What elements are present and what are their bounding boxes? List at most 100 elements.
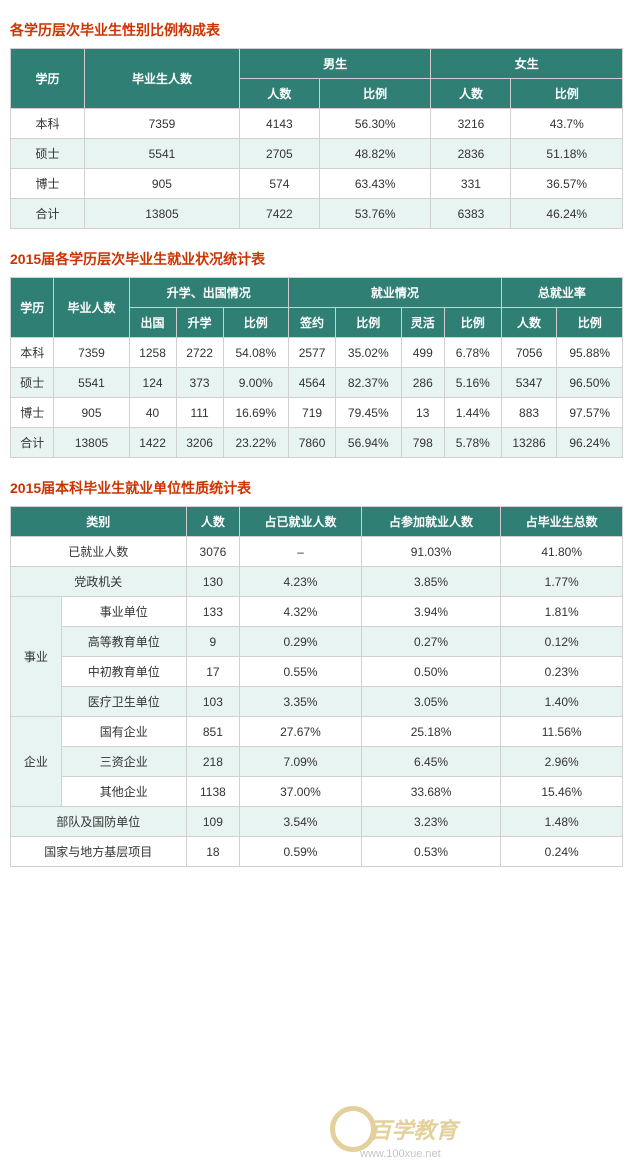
t1-h-m-pct: 比例 <box>319 79 430 109</box>
table-cell: 合计 <box>11 428 54 458</box>
table-cell: 36.57% <box>511 169 623 199</box>
group-cell: 企业 <box>11 717 62 807</box>
table-cell: 2.96% <box>501 747 623 777</box>
table-cell: 6.45% <box>361 747 501 777</box>
table2-title: 2015届各学历层次毕业生就业状况统计表 <box>10 249 623 269</box>
table-cell: 23.22% <box>223 428 288 458</box>
table-cell: 56.94% <box>336 428 401 458</box>
table-cell: 3.23% <box>361 807 501 837</box>
t2-h-study: 升学、出国情况 <box>129 278 288 308</box>
label-cell: 其他企业 <box>61 777 186 807</box>
t1-h-count: 毕业生人数 <box>85 49 240 109</box>
table-cell: 合计 <box>11 199 85 229</box>
t2-h-total: 总就业率 <box>501 278 622 308</box>
table-cell: 82.37% <box>336 368 401 398</box>
watermark-logo: 百学教育 www.100xue.net <box>330 1106 457 1160</box>
table-cell: 37.00% <box>240 777 362 807</box>
table-cell: 3.94% <box>361 597 501 627</box>
table-cell: 5541 <box>85 139 240 169</box>
table-cell: 373 <box>176 368 223 398</box>
t2-h-job: 就业情况 <box>289 278 502 308</box>
table-row: 党政机关1304.23%3.85%1.77% <box>11 567 623 597</box>
table-cell: 1.77% <box>501 567 623 597</box>
table-cell: 15.46% <box>501 777 623 807</box>
table-row: 博士90557463.43%33136.57% <box>11 169 623 199</box>
label-cell: 部队及国防单位 <box>11 807 187 837</box>
watermark-text: 百学教育 <box>369 1113 457 1145</box>
table-cell: 35.02% <box>336 338 401 368</box>
table-cell: 本科 <box>11 338 54 368</box>
table-row: 高等教育单位90.29%0.27%0.12% <box>11 627 623 657</box>
t2-h-pct2: 比例 <box>336 308 401 338</box>
table-cell: 111 <box>176 398 223 428</box>
table-cell: 56.30% <box>319 109 430 139</box>
table-cell: 883 <box>501 398 557 428</box>
table-row: 中初教育单位170.55%0.50%0.23% <box>11 657 623 687</box>
table-cell: 7056 <box>501 338 557 368</box>
table-row: 合计138051422320623.22%786056.94%7985.78%1… <box>11 428 623 458</box>
logo-circle-icon <box>330 1106 376 1152</box>
table-cell: 3.35% <box>240 687 362 717</box>
table-cell: 4564 <box>289 368 336 398</box>
table-cell: 硕士 <box>11 139 85 169</box>
table-cell: – <box>240 537 362 567</box>
table-row: 已就业人数3076–91.03%41.80% <box>11 537 623 567</box>
table-cell: 798 <box>401 428 444 458</box>
table-cell: 43.7% <box>511 109 623 139</box>
table-row: 合计13805742253.76%638346.24% <box>11 199 623 229</box>
t1-h-female: 女生 <box>431 49 623 79</box>
table-cell: 6383 <box>431 199 511 229</box>
t2-h-cont: 升学 <box>176 308 223 338</box>
table-cell: 719 <box>289 398 336 428</box>
table-cell: 91.03% <box>361 537 501 567</box>
table-cell: 5347 <box>501 368 557 398</box>
t2-h-pct1: 比例 <box>223 308 288 338</box>
watermark-url: www.100xue.net <box>360 1148 457 1160</box>
table-cell: 331 <box>431 169 511 199</box>
table-cell: 1258 <box>129 338 176 368</box>
table-row: 其他企业113837.00%33.68%15.46% <box>11 777 623 807</box>
table-cell: 0.24% <box>501 837 623 867</box>
label-cell: 高等教育单位 <box>61 627 186 657</box>
table-cell: 7860 <box>289 428 336 458</box>
table-cell: 133 <box>186 597 240 627</box>
table-cell: 48.82% <box>319 139 430 169</box>
table-cell: 53.76% <box>319 199 430 229</box>
t1-h-f-num: 人数 <box>431 79 511 109</box>
table-cell: 41.80% <box>501 537 623 567</box>
t1-h-f-pct: 比例 <box>511 79 623 109</box>
table-row: 硕士55411243739.00%456482.37%2865.16%53479… <box>11 368 623 398</box>
t2-h-sign: 签约 <box>289 308 336 338</box>
table-cell: 0.59% <box>240 837 362 867</box>
table-cell: 博士 <box>11 398 54 428</box>
table-cell: 51.18% <box>511 139 623 169</box>
table-cell: 9.00% <box>223 368 288 398</box>
t2-h-pct3: 比例 <box>444 308 501 338</box>
table-cell: 63.43% <box>319 169 430 199</box>
table-row: 医疗卫生单位1033.35%3.05%1.40% <box>11 687 623 717</box>
table-row: 国家与地方基层项目180.59%0.53%0.24% <box>11 837 623 867</box>
label-cell: 三资企业 <box>61 747 186 777</box>
label-cell: 已就业人数 <box>11 537 187 567</box>
table-cell: 17 <box>186 657 240 687</box>
table1-title: 各学历层次毕业生性别比例构成表 <box>10 20 623 40</box>
table-cell: 1.40% <box>501 687 623 717</box>
table-row: 本科7359414356.30%321643.7% <box>11 109 623 139</box>
label-cell: 国家与地方基层项目 <box>11 837 187 867</box>
table-cell: 博士 <box>11 169 85 199</box>
table-cell: 0.27% <box>361 627 501 657</box>
t1-h-male: 男生 <box>239 49 431 79</box>
table-cell: 1422 <box>129 428 176 458</box>
table-cell: 本科 <box>11 109 85 139</box>
table-cell: 7422 <box>239 199 319 229</box>
table-cell: 3.85% <box>361 567 501 597</box>
table-cell: 4.32% <box>240 597 362 627</box>
t2-h-count: 毕业人数 <box>54 278 129 338</box>
table-cell: 0.55% <box>240 657 362 687</box>
t2-h-tpct: 比例 <box>557 308 623 338</box>
t1-h-degree: 学历 <box>11 49 85 109</box>
label-cell: 党政机关 <box>11 567 187 597</box>
table-cell: 11.56% <box>501 717 623 747</box>
table-cell: 96.24% <box>557 428 623 458</box>
t3-h-p1: 占已就业人数 <box>240 507 362 537</box>
